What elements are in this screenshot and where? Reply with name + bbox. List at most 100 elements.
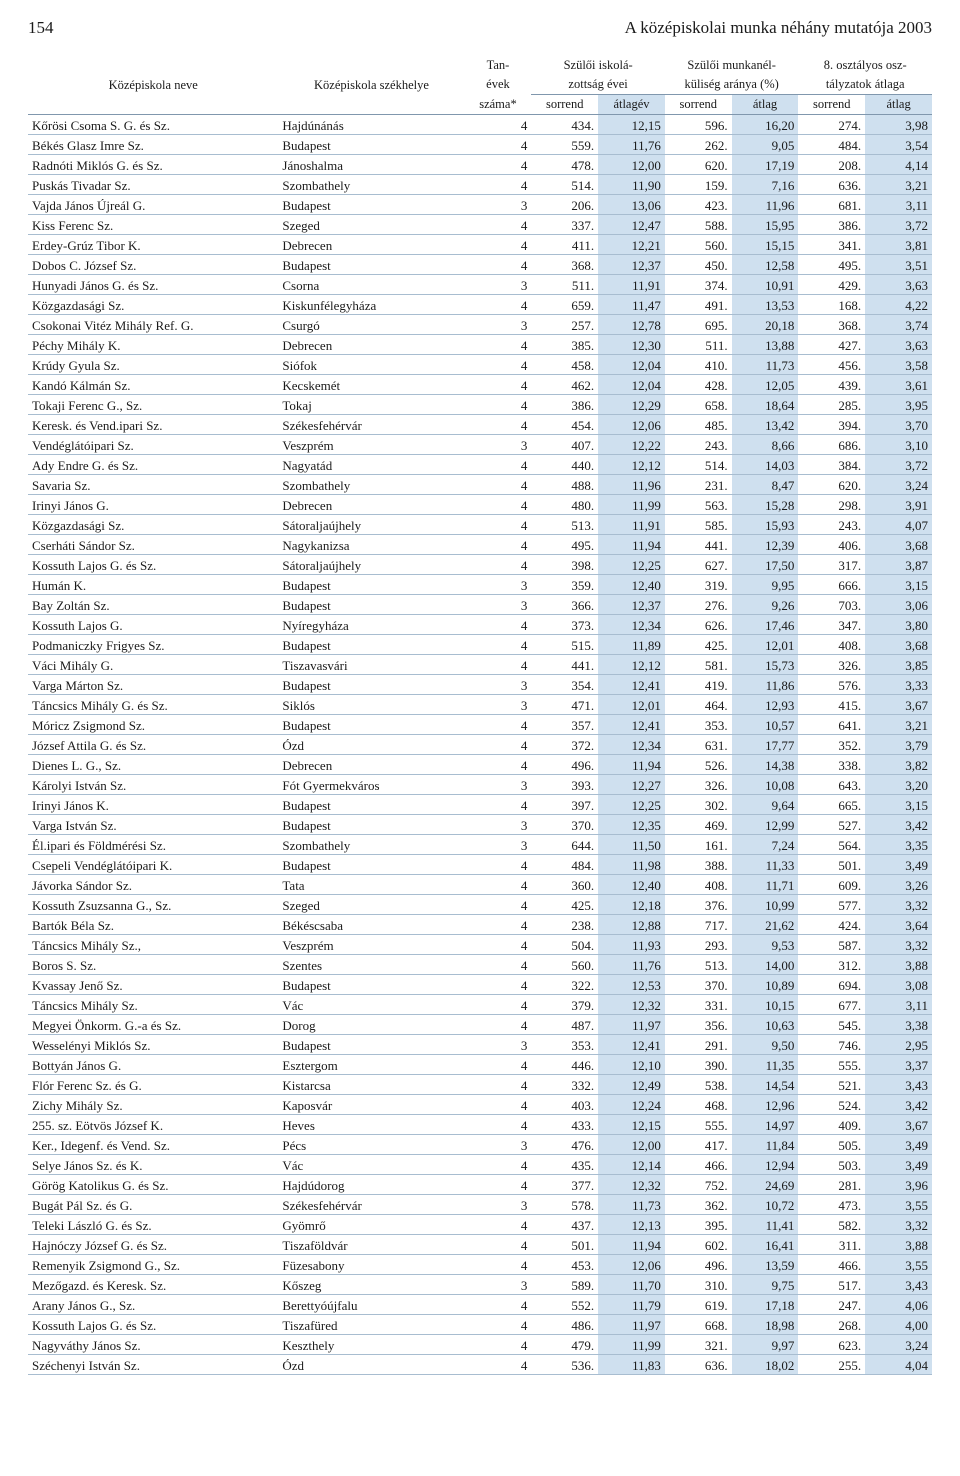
cell-s1: 398. [531,555,598,575]
cell-s1: 453. [531,1255,598,1275]
cell-v3: 3,32 [865,895,932,915]
cell-s2: 417. [665,1135,732,1155]
cell-v3: 3,87 [865,555,932,575]
cell-v2: 12,94 [732,1155,799,1175]
cell-v3: 3,96 [865,1175,932,1195]
cell-s1: 515. [531,635,598,655]
table-row: Irinyi János G.Debrecen4480.11,99563.15,… [28,495,932,515]
cell-s1: 471. [531,695,598,715]
cell-s1: 437. [531,1215,598,1235]
cell-school-loc: Heves [278,1115,464,1135]
cell-s3: 406. [798,535,865,555]
table-row: Selye János Sz. és K.Vác4435.12,14466.12… [28,1155,932,1175]
cell-years: 4 [465,955,532,975]
cell-school-name: Él.ipari és Földmérési Sz. [28,835,278,855]
cell-school-name: Kvassay Jenő Sz. [28,975,278,995]
cell-years: 4 [465,535,532,555]
cell-s1: 370. [531,815,598,835]
cell-school-loc: Berettyóújfalu [278,1295,464,1315]
cell-s3: 466. [798,1255,865,1275]
table-row: Kossuth Lajos G. és Sz.Tiszafüred4486.11… [28,1315,932,1335]
cell-school-name: Savaria Sz. [28,475,278,495]
cell-s1: 366. [531,595,598,615]
cell-school-loc: Vác [278,995,464,1015]
cell-school-loc: Esztergom [278,1055,464,1075]
cell-v2: 10,89 [732,975,799,995]
cell-years: 3 [465,775,532,795]
cell-s2: 408. [665,875,732,895]
cell-s1: 206. [531,195,598,215]
cell-v3: 3,37 [865,1055,932,1075]
cell-s2: 469. [665,815,732,835]
table-row: Radnóti Miklós G. és Sz.Jánoshalma4478.1… [28,155,932,175]
cell-school-name: Hajnóczy József G. és Sz. [28,1235,278,1255]
cell-s1: 495. [531,535,598,555]
cell-years: 4 [465,235,532,255]
cell-school-loc: Tiszaföldvár [278,1235,464,1255]
cell-s1: 397. [531,795,598,815]
cell-school-name: Görög Katolikus G. és Sz. [28,1175,278,1195]
cell-years: 3 [465,835,532,855]
cell-school-name: Dobos C. József Sz. [28,255,278,275]
cell-v2: 11,41 [732,1215,799,1235]
cell-s1: 559. [531,135,598,155]
cell-school-name: Széchenyi István Sz. [28,1355,278,1375]
cell-s2: 326. [665,775,732,795]
cell-s2: 496. [665,1255,732,1275]
cell-v2: 17,50 [732,555,799,575]
cell-school-loc: Tokaj [278,395,464,415]
cell-v2: 11,33 [732,855,799,875]
cell-v1: 12,01 [598,695,665,715]
cell-v1: 12,06 [598,415,665,435]
cell-school-name: 255. sz. Eötvös József K. [28,1115,278,1135]
cell-v2: 15,95 [732,215,799,235]
table-row: Táncsics Mihály G. és Sz.Siklós3471.12,0… [28,695,932,715]
cell-school-loc: Szentes [278,955,464,975]
cell-s1: 379. [531,995,598,1015]
cell-school-name: Megyei Önkorm. G.-a és Sz. [28,1015,278,1035]
cell-years: 4 [465,515,532,535]
cell-v1: 12,34 [598,615,665,635]
cell-s2: 596. [665,115,732,135]
cell-v3: 4,14 [865,155,932,175]
cell-school-loc: Nagykanizsa [278,535,464,555]
cell-v3: 3,10 [865,435,932,455]
cell-s2: 356. [665,1015,732,1035]
cell-school-name: Podmaniczky Frigyes Sz. [28,635,278,655]
cell-school-name: Erdey-Grúz Tibor K. [28,235,278,255]
table-row: Táncsics Mihály Sz.Vác4379.12,32331.10,1… [28,995,932,1015]
cell-v2: 12,93 [732,695,799,715]
cell-s1: 434. [531,115,598,135]
cell-s2: 450. [665,255,732,275]
cell-v2: 15,28 [732,495,799,515]
cell-v3: 3,42 [865,1095,932,1115]
cell-s2: 243. [665,435,732,455]
cell-years: 4 [465,1235,532,1255]
cell-s3: 555. [798,1055,865,1075]
cell-v1: 11,76 [598,135,665,155]
cell-v2: 10,15 [732,995,799,1015]
cell-v3: 3,11 [865,995,932,1015]
cell-s1: 353. [531,1035,598,1055]
cell-v3: 3,21 [865,175,932,195]
cell-school-name: Selye János Sz. és K. [28,1155,278,1175]
cell-v2: 10,72 [732,1195,799,1215]
cell-v1: 12,49 [598,1075,665,1095]
cell-school-loc: Szombathely [278,175,464,195]
cell-v3: 3,70 [865,415,932,435]
cell-v2: 7,16 [732,175,799,195]
cell-v2: 9,05 [732,135,799,155]
cell-v1: 11,47 [598,295,665,315]
cell-s2: 388. [665,855,732,875]
table-row: Irinyi János K.Budapest4397.12,25302.9,6… [28,795,932,815]
cell-v2: 8,47 [732,475,799,495]
cell-s1: 337. [531,215,598,235]
table-row: Hajnóczy József G. és Sz.Tiszaföldvár450… [28,1235,932,1255]
cell-s3: 746. [798,1035,865,1055]
cell-v1: 12,04 [598,355,665,375]
cell-school-loc: Budapest [278,635,464,655]
cell-v3: 4,07 [865,515,932,535]
cell-v2: 12,05 [732,375,799,395]
cell-s1: 373. [531,615,598,635]
cell-v3: 3,91 [865,495,932,515]
